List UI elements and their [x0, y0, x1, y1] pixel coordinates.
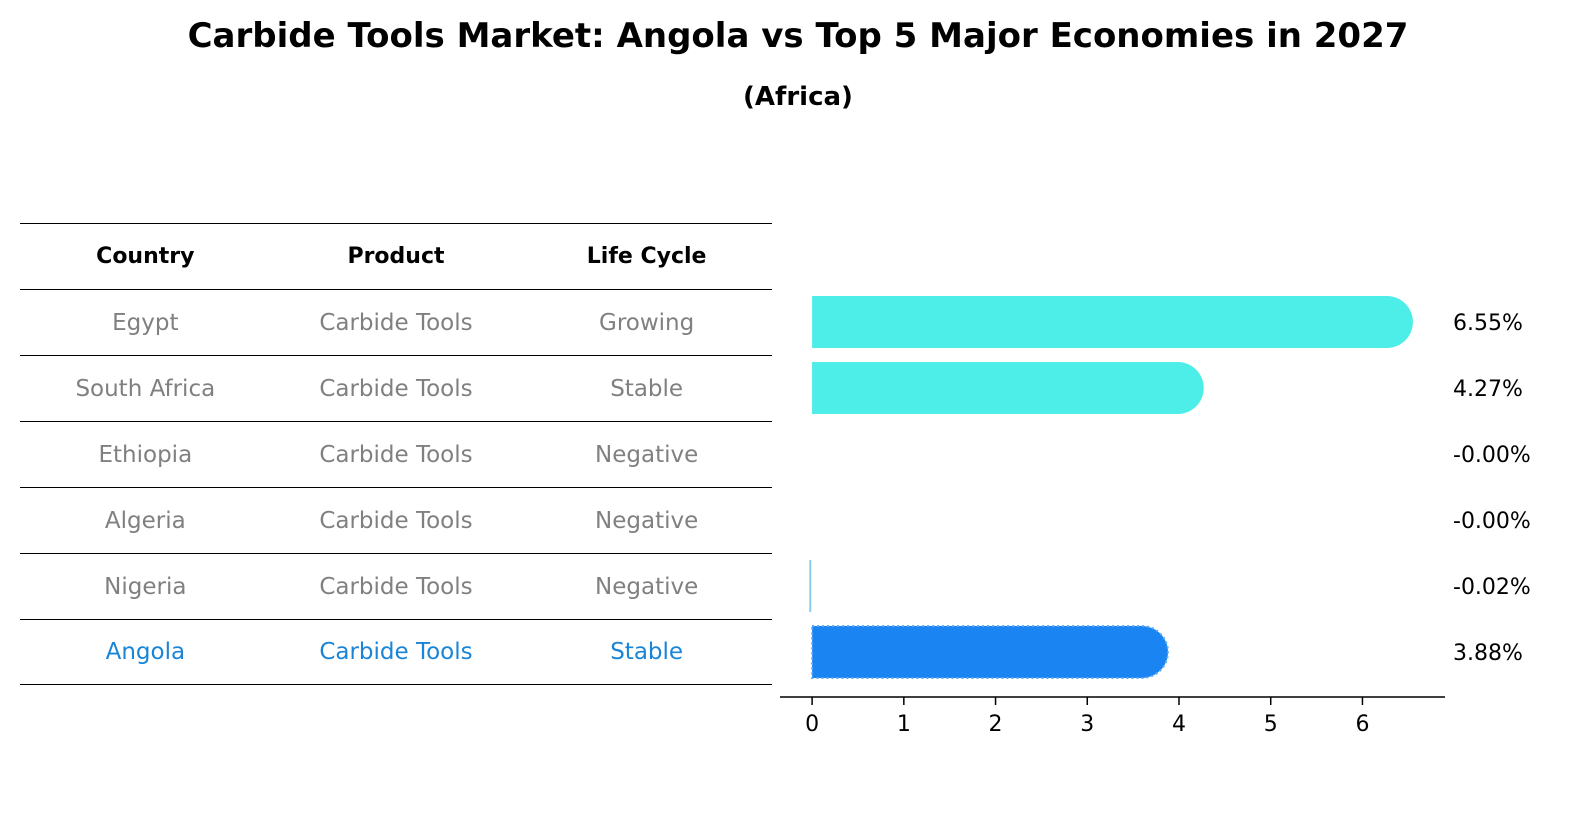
table-row: Ethiopia Carbide Tools Negative [20, 421, 772, 487]
cell-product: Carbide Tools [319, 507, 473, 534]
cell-country: Algeria [104, 507, 186, 534]
cell-country: Ethiopia [98, 441, 193, 468]
cell-life-cycle: Stable [610, 375, 684, 402]
comparison-table: Country Product Life Cycle Egypt Carbide… [20, 223, 772, 685]
table-row: Algeria Carbide Tools Negative [20, 487, 772, 553]
cell-product: Carbide Tools [319, 639, 473, 665]
table-row: South Africa Carbide Tools Stable [20, 355, 772, 421]
x-tick-label: 4 [1172, 712, 1186, 737]
bar-chart: 0 1 2 3 4 5 6 6.55% 4.27% -0.00% -0.00% -0.02% 3.88… [780, 296, 1531, 737]
table-row-highlighted: Angola Carbide Tools Stable [20, 619, 772, 685]
header-country: Country [96, 244, 195, 269]
table-row: Egypt Carbide Tools Growing [20, 289, 772, 355]
bar-outline [811, 625, 1169, 679]
cell-product: Carbide Tools [319, 573, 473, 600]
x-tick-label: 0 [805, 712, 819, 737]
bar [809, 560, 812, 612]
bars-layer [809, 296, 1413, 679]
value-label: 6.55% [1453, 311, 1523, 336]
x-tick-label: 5 [1264, 712, 1278, 737]
header-product: Product [347, 244, 445, 269]
x-tick-label: 1 [897, 712, 911, 737]
cell-life-cycle: Growing [599, 309, 695, 336]
cell-life-cycle: Negative [595, 441, 699, 468]
chart-subtitle: (Africa) [743, 82, 853, 112]
value-label: 4.27% [1453, 377, 1523, 402]
bar [812, 362, 1204, 414]
cell-product: Carbide Tools [319, 375, 473, 402]
value-label: -0.00% [1453, 443, 1531, 468]
cell-country: Nigeria [104, 573, 187, 600]
bar [812, 296, 1413, 348]
x-tick-label: 6 [1355, 712, 1369, 737]
cell-product: Carbide Tools [319, 441, 473, 468]
cell-life-cycle: Stable [610, 639, 684, 665]
cell-country: South Africa [75, 375, 216, 402]
chart-title: Carbide Tools Market: Angola vs Top 5 Ma… [187, 16, 1409, 56]
table-row: Nigeria Carbide Tools Negative [20, 553, 772, 619]
value-label: -0.00% [1453, 509, 1531, 534]
cell-life-cycle: Negative [595, 573, 699, 600]
cell-product: Carbide Tools [319, 309, 473, 336]
table-header-row: Country Product Life Cycle [20, 223, 772, 289]
cell-country: Egypt [112, 309, 179, 336]
value-label: 3.88% [1453, 641, 1523, 666]
cell-life-cycle: Negative [595, 507, 699, 534]
header-life-cycle: Life Cycle [586, 244, 707, 269]
x-tick-label: 3 [1080, 712, 1094, 737]
x-axis: 0 1 2 3 4 5 6 [780, 696, 1445, 737]
value-label: -0.02% [1453, 575, 1531, 600]
x-tick-label: 2 [989, 712, 1003, 737]
value-labels: 6.55% 4.27% -0.00% -0.00% -0.02% 3.88% [1453, 311, 1531, 666]
cell-country: Angola [105, 639, 186, 665]
bar [812, 626, 1168, 678]
